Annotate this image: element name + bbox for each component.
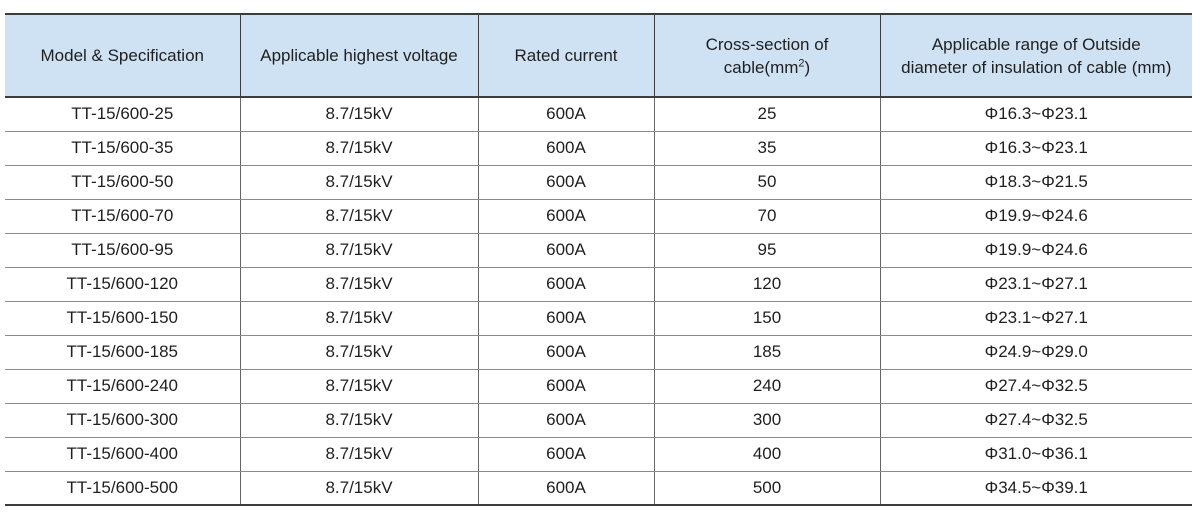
table-header: Model & Specification Applicable highest… [5,14,1192,98]
cell-diameter-range: Φ31.0~Φ36.1 [880,437,1192,472]
cell-cross-section: 35 [654,131,881,166]
col-header-diameter-range: Applicable range of Outside diameter of … [880,14,1192,98]
cell-rated-current: 600A [478,301,655,336]
cell-voltage: 8.7/15kV [240,437,479,472]
cell-model: TT-15/600-300 [5,403,241,438]
cell-voltage: 8.7/15kV [240,403,479,438]
cell-voltage: 8.7/15kV [240,335,479,370]
table-row: TT-15/600-70 8.7/15kV 600A 70 Φ19.9~Φ24.… [5,199,1192,234]
cross-section-superscript: 2 [798,56,805,69]
table-body: TT-15/600-25 8.7/15kV 600A 25 Φ16.3~Φ23.… [5,97,1192,506]
cell-rated-current: 600A [478,403,655,438]
cell-cross-section: 300 [654,403,881,438]
cell-rated-current: 600A [478,165,655,200]
cell-diameter-range: Φ19.9~Φ24.6 [880,199,1192,234]
table-row: TT-15/600-25 8.7/15kV 600A 25 Φ16.3~Φ23.… [5,97,1192,132]
cell-cross-section: 25 [654,97,881,132]
col-header-rated-current-label: Rated current [514,46,618,65]
cell-cross-section: 400 [654,437,881,472]
cell-voltage: 8.7/15kV [240,267,479,302]
cell-cross-section: 95 [654,233,881,268]
cell-model: TT-15/600-50 [5,165,241,200]
cell-diameter-range: Φ23.1~Φ27.1 [880,301,1192,336]
cell-model: TT-15/600-35 [5,131,241,166]
cell-voltage: 8.7/15kV [240,233,479,268]
cell-voltage: 8.7/15kV [240,165,479,200]
table-row: TT-15/600-35 8.7/15kV 600A 35 Φ16.3~Φ23.… [5,131,1192,166]
table-row: TT-15/600-150 8.7/15kV 600A 150 Φ23.1~Φ2… [5,301,1192,336]
cell-model: TT-15/600-240 [5,369,241,404]
col-header-voltage: Applicable highest voltage [240,14,479,98]
cell-rated-current: 600A [478,471,655,506]
cell-diameter-range: Φ27.4~Φ32.5 [880,403,1192,438]
cell-voltage: 8.7/15kV [240,131,479,166]
cell-cross-section: 150 [654,301,881,336]
cell-diameter-range: Φ16.3~Φ23.1 [880,97,1192,132]
col-header-voltage-label: Applicable highest voltage [260,46,458,65]
cell-diameter-range: Φ24.9~Φ29.0 [880,335,1192,370]
cell-rated-current: 600A [478,335,655,370]
table-header-row: Model & Specification Applicable highest… [5,14,1192,98]
cell-diameter-range: Φ18.3~Φ21.5 [880,165,1192,200]
cross-section-label-line2: cable(mm [723,57,799,77]
cell-diameter-range: Φ27.4~Φ32.5 [880,369,1192,404]
cell-voltage: 8.7/15kV [240,97,479,132]
cell-rated-current: 600A [478,97,655,132]
cell-cross-section: 240 [654,369,881,404]
col-header-cross-section: Cross-section of cable(mm2) [654,14,881,98]
cell-model: TT-15/600-120 [5,267,241,302]
col-header-model-label: Model & Specification [40,46,204,65]
cell-model: TT-15/600-500 [5,471,241,506]
cell-diameter-range: Φ34.5~Φ39.1 [880,471,1192,506]
cell-rated-current: 600A [478,233,655,268]
table-row: TT-15/600-300 8.7/15kV 600A 300 Φ27.4~Φ3… [5,403,1192,438]
table-row: TT-15/600-95 8.7/15kV 600A 95 Φ19.9~Φ24.… [5,233,1192,268]
col-header-model: Model & Specification [5,14,241,98]
table-row: TT-15/600-120 8.7/15kV 600A 120 Φ23.1~Φ2… [5,267,1192,302]
cell-model: TT-15/600-95 [5,233,241,268]
table-row: TT-15/600-240 8.7/15kV 600A 240 Φ27.4~Φ3… [5,369,1192,404]
cell-diameter-range: Φ16.3~Φ23.1 [880,131,1192,166]
cell-rated-current: 600A [478,369,655,404]
cell-cross-section: 500 [654,471,881,506]
diameter-range-label-line2: diameter of insulation of cable (mm) [901,57,1172,77]
cell-cross-section: 120 [654,267,881,302]
cell-model: TT-15/600-70 [5,199,241,234]
col-header-rated-current: Rated current [478,14,655,98]
table-row: TT-15/600-50 8.7/15kV 600A 50 Φ18.3~Φ21.… [5,165,1192,200]
cell-diameter-range: Φ23.1~Φ27.1 [880,267,1192,302]
cell-rated-current: 600A [478,199,655,234]
diameter-range-label-line1: Applicable range of Outside [931,34,1141,54]
cell-cross-section: 70 [654,199,881,234]
cell-diameter-range: Φ19.9~Φ24.6 [880,233,1192,268]
cross-section-label-line1: Cross-section of [705,34,829,54]
cell-voltage: 8.7/15kV [240,369,479,404]
cross-section-label-close-paren: ) [804,57,811,77]
specification-table: Model & Specification Applicable highest… [5,13,1192,506]
cell-model: TT-15/600-150 [5,301,241,336]
cell-rated-current: 600A [478,437,655,472]
table-row: TT-15/600-500 8.7/15kV 600A 500 Φ34.5~Φ3… [5,471,1192,506]
cell-cross-section: 185 [654,335,881,370]
cell-cross-section: 50 [654,165,881,200]
cell-voltage: 8.7/15kV [240,471,479,506]
cell-model: TT-15/600-185 [5,335,241,370]
cell-model: TT-15/600-400 [5,437,241,472]
cell-rated-current: 600A [478,131,655,166]
table-row: TT-15/600-185 8.7/15kV 600A 185 Φ24.9~Φ2… [5,335,1192,370]
cell-rated-current: 600A [478,267,655,302]
table-row: TT-15/600-400 8.7/15kV 600A 400 Φ31.0~Φ3… [5,437,1192,472]
cell-model: TT-15/600-25 [5,97,241,132]
cell-voltage: 8.7/15kV [240,199,479,234]
cell-voltage: 8.7/15kV [240,301,479,336]
